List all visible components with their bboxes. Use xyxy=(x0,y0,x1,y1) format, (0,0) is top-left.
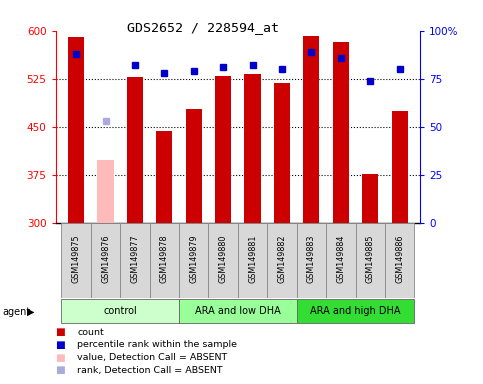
Text: GDS2652 / 228594_at: GDS2652 / 228594_at xyxy=(127,21,279,34)
Text: ■: ■ xyxy=(56,365,65,375)
Bar xyxy=(150,223,179,298)
Bar xyxy=(61,299,179,323)
Text: ARA and low DHA: ARA and low DHA xyxy=(195,306,281,316)
Text: GSM149881: GSM149881 xyxy=(248,235,257,283)
Text: rank, Detection Call = ABSENT: rank, Detection Call = ABSENT xyxy=(77,366,223,375)
Text: ■: ■ xyxy=(56,353,65,362)
Bar xyxy=(385,223,414,298)
Bar xyxy=(215,76,231,223)
Bar xyxy=(68,37,84,223)
Bar xyxy=(326,223,355,298)
Bar xyxy=(120,223,150,298)
Text: GSM149877: GSM149877 xyxy=(130,234,140,283)
Bar xyxy=(267,223,297,298)
Text: GSM149878: GSM149878 xyxy=(160,234,169,283)
Text: GSM149885: GSM149885 xyxy=(366,234,375,283)
Bar xyxy=(209,223,238,298)
Bar xyxy=(179,223,209,298)
Text: GSM149876: GSM149876 xyxy=(101,234,110,283)
Bar xyxy=(297,223,326,298)
Bar xyxy=(179,299,297,323)
Bar xyxy=(362,174,378,223)
Bar xyxy=(244,74,261,223)
Text: agent: agent xyxy=(2,307,30,317)
Bar xyxy=(61,223,91,298)
Bar xyxy=(297,299,414,323)
Bar xyxy=(274,83,290,223)
Bar xyxy=(355,223,385,298)
Text: GSM149886: GSM149886 xyxy=(395,235,404,283)
Text: GSM149883: GSM149883 xyxy=(307,235,316,283)
Bar xyxy=(156,131,172,223)
Bar xyxy=(127,77,143,223)
Text: control: control xyxy=(103,306,137,316)
Text: ■: ■ xyxy=(56,327,65,337)
Bar xyxy=(98,160,114,223)
Bar xyxy=(238,223,267,298)
Text: value, Detection Call = ABSENT: value, Detection Call = ABSENT xyxy=(77,353,227,362)
Text: ▶: ▶ xyxy=(27,307,34,317)
Text: GSM149879: GSM149879 xyxy=(189,234,198,283)
Bar xyxy=(333,42,349,223)
Text: count: count xyxy=(77,328,104,337)
Text: GSM149875: GSM149875 xyxy=(71,234,81,283)
Bar xyxy=(185,109,202,223)
Text: ARA and high DHA: ARA and high DHA xyxy=(310,306,401,316)
Bar xyxy=(303,36,319,223)
Bar xyxy=(392,111,408,223)
Text: percentile rank within the sample: percentile rank within the sample xyxy=(77,340,237,349)
Text: ■: ■ xyxy=(56,340,65,350)
Text: GSM149880: GSM149880 xyxy=(219,235,227,283)
Text: GSM149882: GSM149882 xyxy=(278,234,286,283)
Text: GSM149884: GSM149884 xyxy=(336,235,345,283)
Bar xyxy=(91,223,120,298)
